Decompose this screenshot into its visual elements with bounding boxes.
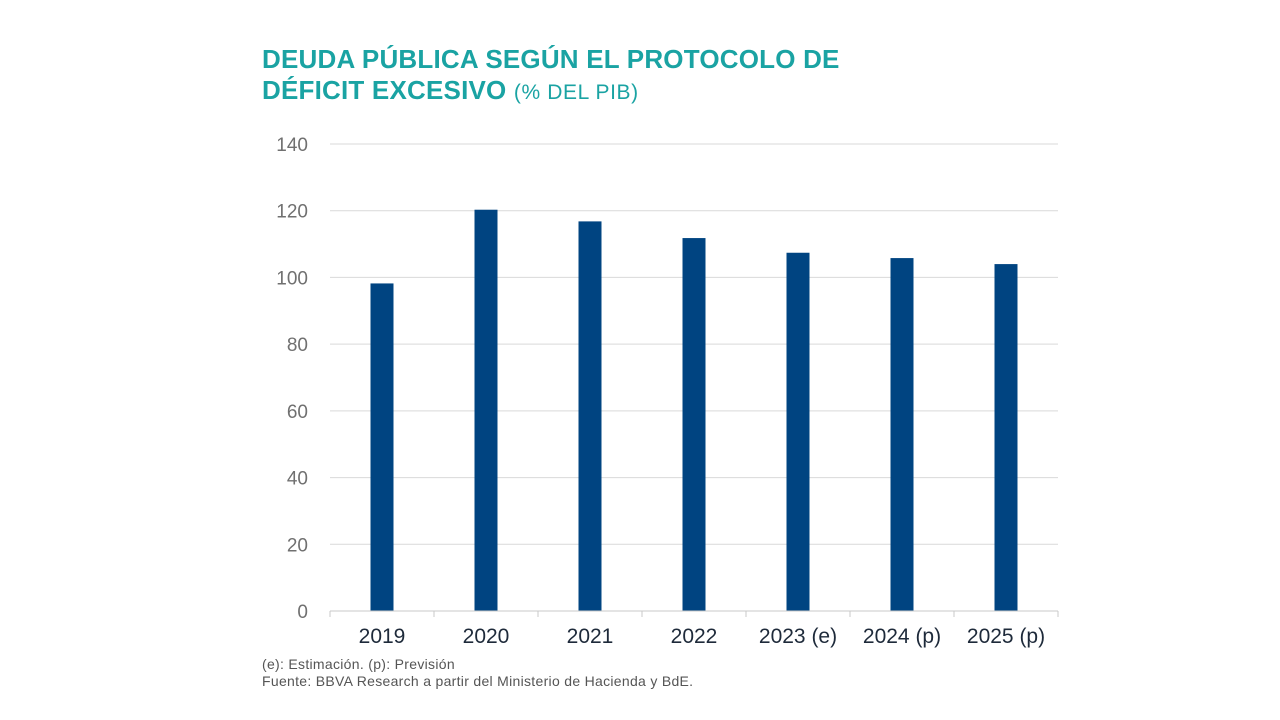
x-axis-ticks: 2019 2020 2021 2022 2023 (e) 2024 (p) 2025 (p) (359, 625, 1045, 648)
chart-title-unit: (% DEL PIB) (513, 81, 639, 104)
chart-title-line1: DEUDA PÚBLICA SEGÚN EL PROTOCOLO DE (262, 44, 840, 74)
y-tick-label: 60 (287, 402, 308, 423)
y-tick-label: 100 (276, 268, 308, 289)
y-tick-label: 0 (297, 602, 308, 623)
bar (994, 264, 1018, 611)
x-tick-label: 2024 (p) (863, 625, 941, 648)
bar (890, 258, 914, 611)
y-tick-label: 120 (276, 202, 308, 223)
x-tick-label: 2021 (567, 625, 614, 648)
x-tick-label: 2022 (671, 625, 718, 648)
y-axis-ticks: 0 20 40 60 80 100 120 140 (276, 135, 308, 623)
chart-title-main: DÉFICIT EXCESIVO (262, 75, 507, 105)
x-tick-label: 2019 (359, 625, 406, 648)
bar (786, 252, 810, 611)
chart-title: DEUDA PÚBLICA SEGÚN EL PROTOCOLO DE DÉFI… (262, 44, 1062, 108)
bars (370, 209, 1018, 612)
chart-notes: (e): Estimación. (p): Previsión Fuente: … (262, 656, 693, 690)
y-tick-label: 20 (287, 535, 308, 556)
chart-title-line2: DÉFICIT EXCESIVO (% DEL PIB) (262, 75, 1062, 108)
y-tick-label: 40 (287, 469, 308, 490)
x-tick-label: 2025 (p) (967, 625, 1045, 648)
bar (370, 283, 394, 611)
source-note: Fuente: BBVA Research a partir del Minis… (262, 673, 694, 689)
x-tick-label: 2020 (463, 625, 510, 648)
x-tick-label: 2023 (e) (759, 625, 837, 648)
abbreviation-note: (e): Estimación. (p): Previsión (262, 656, 455, 672)
y-tick-label: 140 (276, 135, 308, 156)
x-axis (329, 610, 1059, 617)
bar (682, 238, 706, 611)
bar (474, 209, 498, 612)
y-tick-label: 80 (287, 335, 308, 356)
bar (578, 221, 602, 612)
